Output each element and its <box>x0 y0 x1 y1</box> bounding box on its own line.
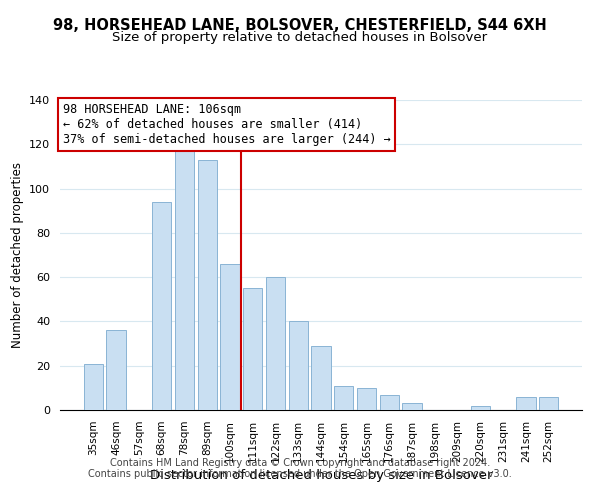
Bar <box>243 288 262 410</box>
Bar <box>266 277 285 410</box>
Text: Size of property relative to detached houses in Bolsover: Size of property relative to detached ho… <box>112 31 488 44</box>
X-axis label: Distribution of detached houses by size in Bolsover: Distribution of detached houses by size … <box>150 469 492 482</box>
Bar <box>84 364 103 410</box>
Bar <box>197 160 217 410</box>
Bar <box>289 322 308 410</box>
Bar <box>220 264 239 410</box>
Text: 98, HORSEHEAD LANE, BOLSOVER, CHESTERFIELD, S44 6XH: 98, HORSEHEAD LANE, BOLSOVER, CHESTERFIE… <box>53 18 547 32</box>
Bar <box>357 388 376 410</box>
Bar <box>380 394 399 410</box>
Bar <box>539 396 558 410</box>
Text: Contains public sector information licensed under the Open Government Licence v3: Contains public sector information licen… <box>88 469 512 479</box>
Bar <box>311 346 331 410</box>
Text: Contains HM Land Registry data © Crown copyright and database right 2024.: Contains HM Land Registry data © Crown c… <box>110 458 490 468</box>
Bar <box>334 386 353 410</box>
Bar <box>470 406 490 410</box>
Bar <box>403 404 422 410</box>
Bar <box>152 202 172 410</box>
Text: 98 HORSEHEAD LANE: 106sqm
← 62% of detached houses are smaller (414)
37% of semi: 98 HORSEHEAD LANE: 106sqm ← 62% of detac… <box>62 103 391 146</box>
Bar <box>175 148 194 410</box>
Bar <box>516 396 536 410</box>
Y-axis label: Number of detached properties: Number of detached properties <box>11 162 23 348</box>
Bar <box>106 330 126 410</box>
